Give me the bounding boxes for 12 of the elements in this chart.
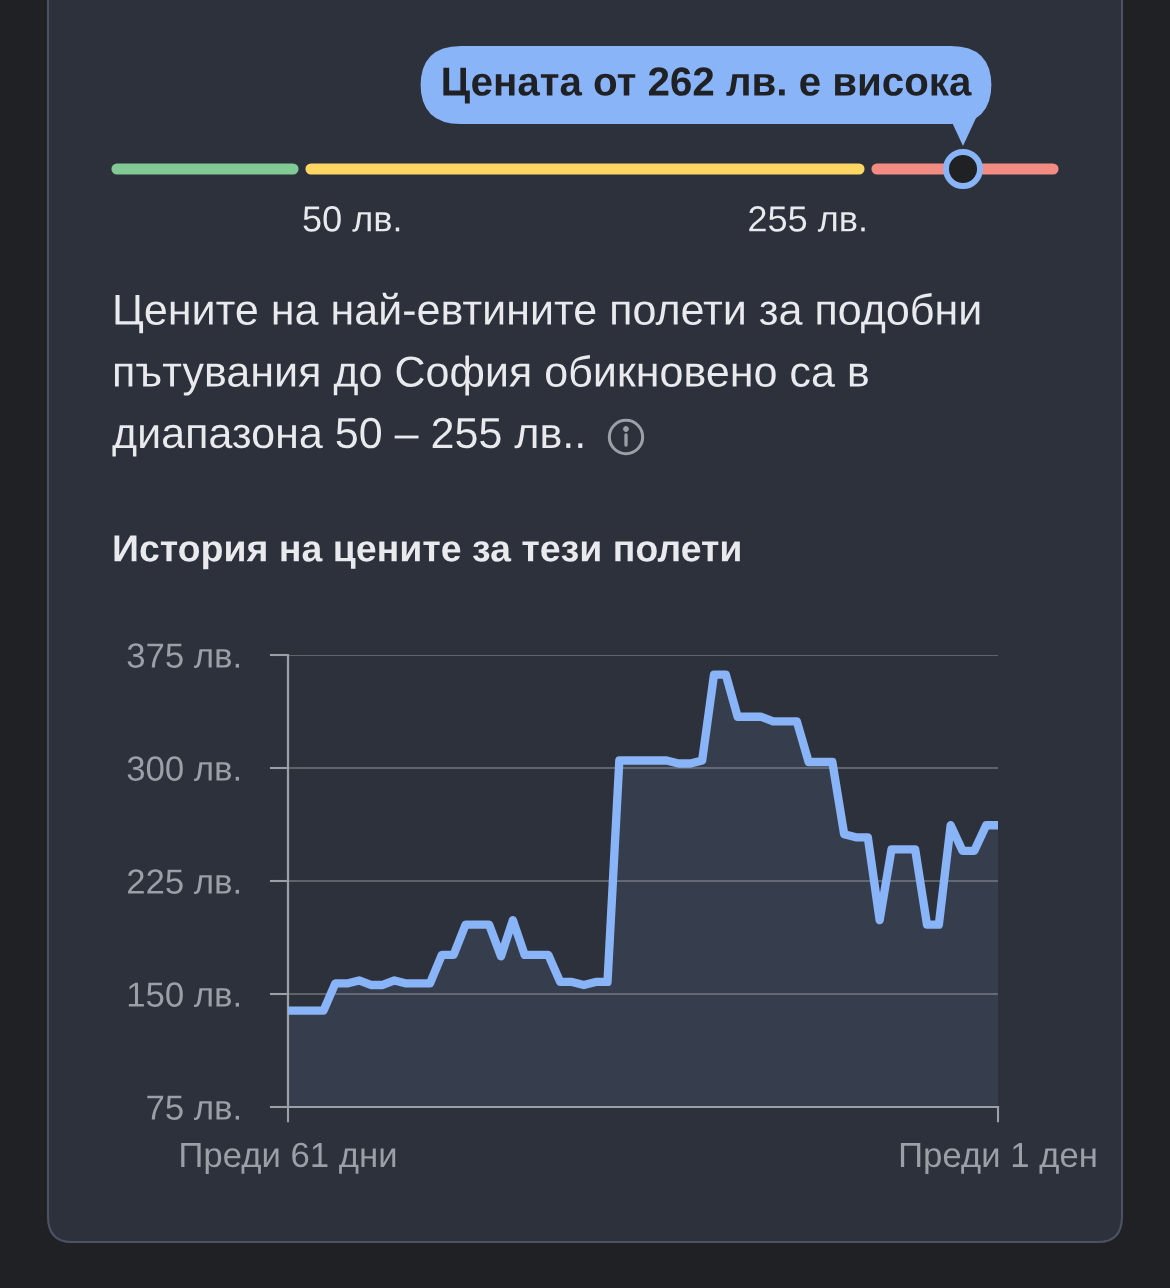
y-tick-label: 375 лв. — [127, 643, 240, 668]
text: 50 лв. — [303, 206, 400, 232]
x-tick-label: Преди 61 дни — [181, 1142, 396, 1175]
chart-title: История на цените за тези полети — [114, 535, 740, 570]
text: Цената от 262 лв. е висока — [443, 67, 972, 104]
y-tick-label: 150 лв. — [128, 982, 240, 1007]
y-tick-label: 75 лв. — [147, 1095, 240, 1120]
text: Цените на най-евтините полети за подобни пътувания до София обикновено са в диапазона 50 – 255 лв.. — [112, 292, 980, 457]
text: 255 лв. — [749, 206, 865, 232]
y-tick-label: 225 лв. — [127, 869, 240, 894]
y-tick-label: 300 лв. — [127, 756, 240, 781]
x-tick-label: Преди 1 ден — [900, 1143, 1096, 1175]
